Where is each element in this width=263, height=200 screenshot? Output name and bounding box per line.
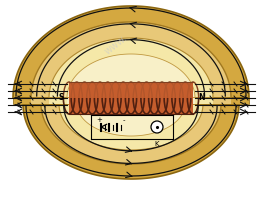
Polygon shape [67, 54, 195, 98]
Polygon shape [41, 104, 221, 164]
Polygon shape [49, 38, 213, 98]
Text: www.: www. [103, 33, 129, 57]
Bar [69, 82, 193, 114]
Polygon shape [195, 98, 213, 104]
Text: +: + [96, 117, 102, 123]
Polygon shape [77, 104, 185, 136]
Polygon shape [13, 98, 67, 104]
Polygon shape [67, 98, 195, 104]
Text: -: - [123, 117, 125, 123]
Bar [69, 82, 193, 114]
Polygon shape [23, 104, 239, 179]
Polygon shape [195, 98, 231, 104]
Polygon shape [31, 98, 67, 104]
Text: K: K [155, 141, 159, 147]
Text: S: S [59, 94, 64, 102]
Polygon shape [31, 22, 231, 98]
Polygon shape [59, 104, 203, 150]
Text: N: N [198, 94, 205, 102]
Polygon shape [49, 98, 67, 104]
Circle shape [151, 121, 163, 133]
Polygon shape [13, 6, 249, 98]
Polygon shape [195, 98, 249, 104]
